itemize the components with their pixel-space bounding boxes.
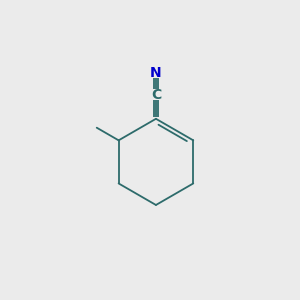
Text: C: C — [151, 88, 161, 102]
Text: N: N — [150, 66, 162, 80]
